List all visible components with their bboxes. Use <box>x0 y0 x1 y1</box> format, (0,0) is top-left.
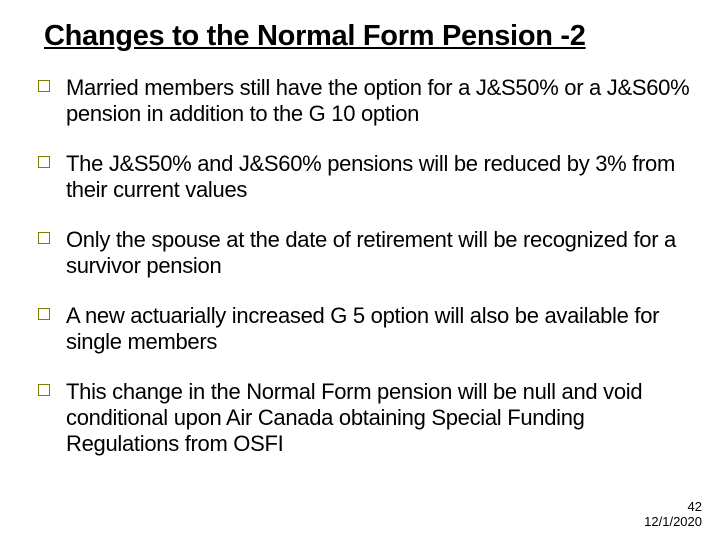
square-bullet-icon <box>38 384 50 396</box>
slide: Changes to the Normal Form Pension -2 Ma… <box>0 0 720 540</box>
list-item: A new actuarially increased G 5 option w… <box>32 303 690 355</box>
footer-date: 12/1/2020 <box>644 514 702 530</box>
bullet-text: The J&S50% and J&S60% pensions will be r… <box>66 151 675 202</box>
list-item: Only the spouse at the date of retiremen… <box>32 227 690 279</box>
page-number: 42 <box>644 499 702 515</box>
bullet-list: Married members still have the option fo… <box>32 75 690 456</box>
bullet-text: A new actuarially increased G 5 option w… <box>66 303 659 354</box>
slide-title: Changes to the Normal Form Pension -2 <box>44 20 690 53</box>
footer: 42 12/1/2020 <box>644 499 702 530</box>
list-item: The J&S50% and J&S60% pensions will be r… <box>32 151 690 203</box>
bullet-text: Married members still have the option fo… <box>66 75 689 126</box>
square-bullet-icon <box>38 80 50 92</box>
square-bullet-icon <box>38 156 50 168</box>
square-bullet-icon <box>38 308 50 320</box>
bullet-text: Only the spouse at the date of retiremen… <box>66 227 676 278</box>
bullet-text: This change in the Normal Form pension w… <box>66 379 642 456</box>
square-bullet-icon <box>38 232 50 244</box>
list-item: This change in the Normal Form pension w… <box>32 379 690 457</box>
list-item: Married members still have the option fo… <box>32 75 690 127</box>
